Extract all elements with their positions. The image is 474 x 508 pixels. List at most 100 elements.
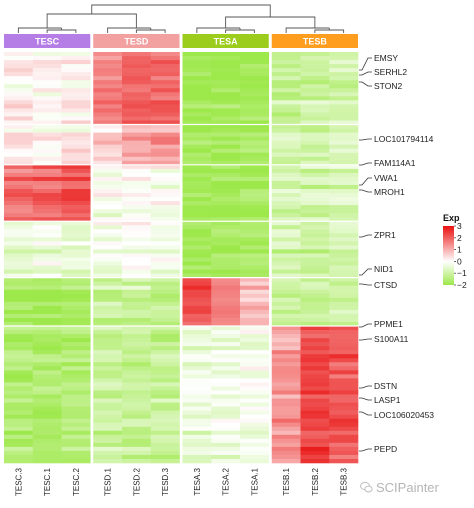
- heatmap-cell: [32, 116, 62, 121]
- heatmap-cell: [182, 442, 212, 448]
- heatmap-cell: [182, 76, 212, 81]
- heatmap-cell: [150, 265, 180, 270]
- heatmap-cell: [271, 426, 301, 432]
- heatmap-cell: [211, 418, 241, 424]
- heatmap-cell: [211, 386, 241, 391]
- heatmap-cell: [122, 338, 152, 343]
- heatmap-cell: [271, 164, 301, 170]
- heatmap-cell: [211, 277, 241, 282]
- heatmap-cell: [182, 338, 212, 343]
- row-label: ZPR1: [374, 230, 396, 240]
- heatmap-cell: [240, 197, 270, 202]
- heatmap-cell: [32, 201, 62, 206]
- heatmap-cell: [93, 68, 123, 73]
- heatmap-cell: [150, 172, 180, 178]
- heatmap-cell: [211, 221, 241, 226]
- heatmap-cell: [211, 358, 241, 363]
- heatmap-cell: [300, 438, 330, 444]
- heatmap-cells: [4, 52, 359, 464]
- heatmap-cell: [122, 108, 152, 113]
- heatmap-cell: [122, 442, 152, 448]
- heatmap-cell: [240, 249, 270, 254]
- heatmap-cell: [61, 205, 91, 210]
- row-label: EMSY: [374, 53, 398, 63]
- heatmap-cell: [329, 342, 359, 347]
- heatmap-cell: [150, 160, 180, 166]
- row-label-leader: [359, 385, 372, 389]
- heatmap-cell: [211, 68, 241, 73]
- heatmap-cell: [271, 370, 301, 375]
- heatmap-cell: [32, 128, 62, 133]
- heatmap-cell: [150, 422, 180, 428]
- heatmap-cell: [271, 297, 301, 303]
- column-label: TESD.3: [161, 467, 170, 496]
- row-label: LASP1: [374, 395, 401, 405]
- heatmap-cell: [240, 430, 270, 436]
- heatmap-cell: [300, 136, 330, 141]
- column-label: TESA.1: [250, 467, 259, 495]
- heatmap-cell: [329, 410, 359, 415]
- heatmap-cell: [61, 140, 91, 145]
- heatmap-cell: [61, 168, 91, 174]
- heatmap-cell: [32, 297, 62, 303]
- heatmap-cell: [61, 273, 91, 278]
- heatmap-cell: [32, 148, 62, 154]
- row-label-leader: [359, 283, 372, 286]
- heatmap-cell: [182, 88, 212, 93]
- heatmap-cell: [61, 213, 91, 218]
- heatmap-cell: [182, 285, 212, 291]
- heatmap-cell: [4, 233, 34, 238]
- heatmap-cell: [61, 152, 91, 158]
- heatmap-cell: [271, 136, 301, 141]
- heatmap-cell: [300, 112, 330, 117]
- heatmap-cell: [61, 124, 91, 129]
- heatmap-cell: [93, 414, 123, 419]
- heatmap-cell: [93, 321, 123, 327]
- heatmap-cell: [240, 241, 270, 246]
- heatmap-cell: [4, 209, 34, 214]
- heatmap-cell: [271, 96, 301, 101]
- row-label-leader: [359, 338, 372, 341]
- heatmap-cell: [271, 342, 301, 347]
- heatmap-cell: [61, 422, 91, 428]
- heatmap-cell: [182, 402, 212, 407]
- heatmap-cell: [300, 92, 330, 97]
- heatmap-cell: [93, 116, 123, 121]
- heatmap-cell: [182, 269, 212, 274]
- heatmap-cell: [93, 197, 123, 202]
- heatmap-cell: [150, 317, 180, 323]
- heatmap-cell: [271, 237, 301, 242]
- heatmap-cell: [4, 52, 34, 57]
- heatmap-cell: [271, 257, 301, 262]
- heatmap-cell: [93, 233, 123, 238]
- heatmap-cell: [182, 430, 212, 436]
- heatmap-cell: [122, 285, 152, 291]
- heatmap-cell: [150, 326, 180, 331]
- heatmap-cell: [61, 301, 91, 307]
- heatmap-cell: [150, 116, 180, 121]
- heatmap-cell: [329, 374, 359, 379]
- heatmap-cell: [271, 205, 301, 210]
- heatmap-cell: [271, 245, 301, 250]
- heatmap-cell: [271, 313, 301, 319]
- heatmap-cell: [32, 120, 62, 125]
- heatmap-cell: [4, 189, 34, 194]
- heatmap-cell: [300, 410, 330, 415]
- heatmap-cell: [32, 72, 62, 77]
- heatmap-cell: [122, 104, 152, 109]
- heatmap-cell: [32, 56, 62, 61]
- heatmap-cell: [93, 309, 123, 315]
- heatmap-cell: [271, 309, 301, 315]
- heatmap-cell: [300, 330, 330, 335]
- heatmap-cell: [93, 180, 123, 186]
- heatmap-cell: [211, 309, 241, 315]
- heatmap-cell: [329, 225, 359, 230]
- heatmap-cell: [61, 120, 91, 125]
- heatmap-cell: [240, 112, 270, 117]
- heatmap-cell: [182, 313, 212, 319]
- heatmap-cell: [300, 346, 330, 351]
- heatmap-cell: [93, 382, 123, 387]
- heatmap-cell: [4, 76, 34, 81]
- heatmap-cell: [271, 80, 301, 85]
- heatmap-cell: [329, 317, 359, 323]
